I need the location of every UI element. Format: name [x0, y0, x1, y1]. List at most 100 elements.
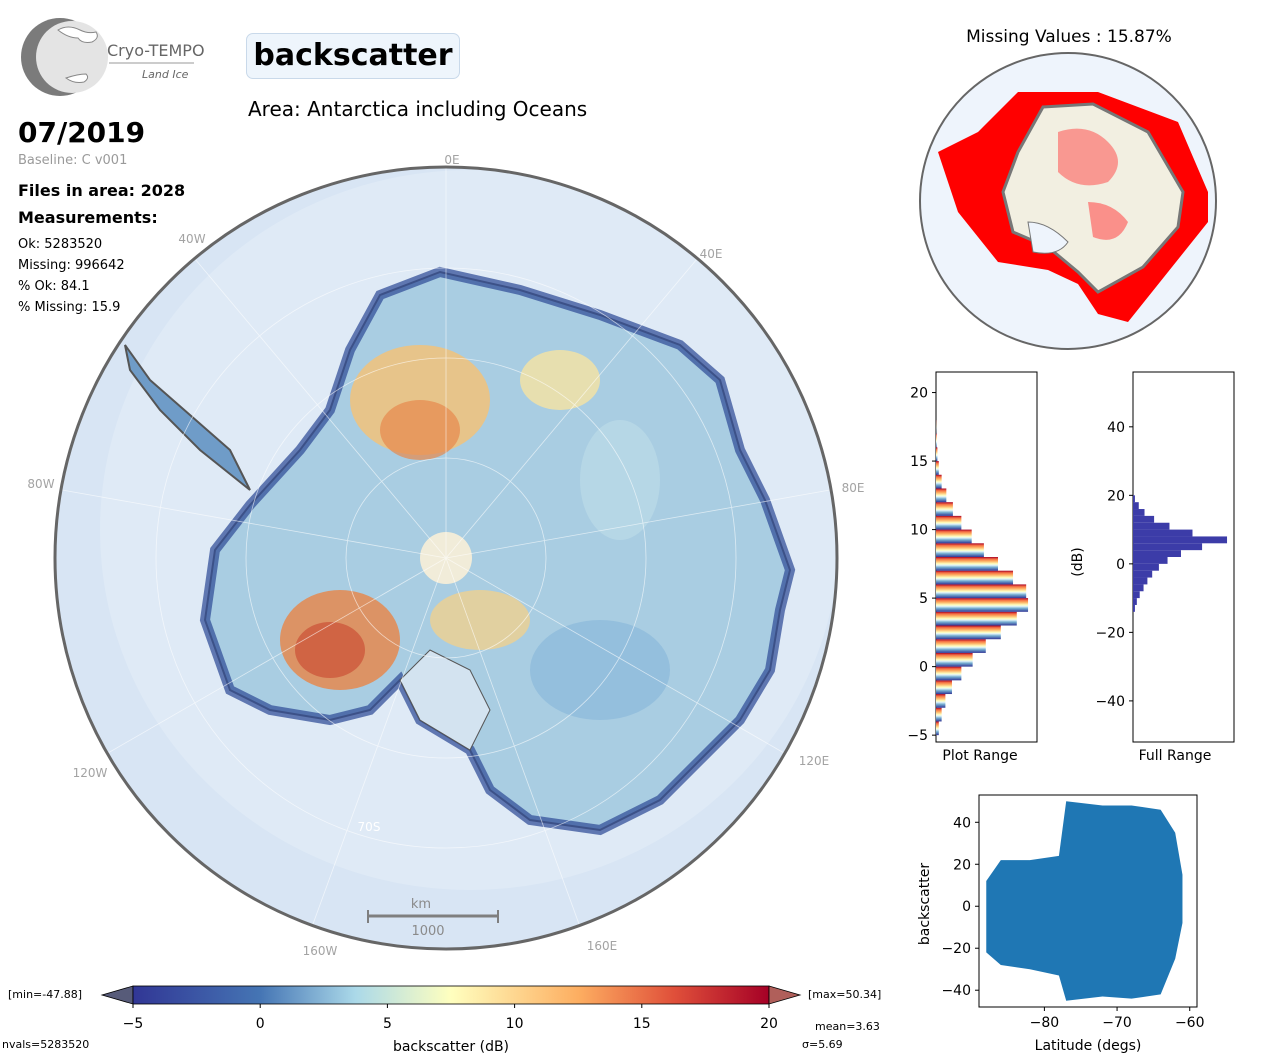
colorbar-label: backscatter (dB) — [393, 1039, 509, 1055]
lon-label-120w: 120W — [73, 766, 108, 780]
colorbar-tick: 0 — [256, 1016, 265, 1032]
hist-full-range-bar — [1133, 515, 1155, 523]
hist-plot-range-bar — [936, 611, 1017, 626]
hist-full-range-bar — [1133, 495, 1135, 503]
scatter-point-cloud — [986, 801, 1183, 1001]
hist-plot-range-bar — [936, 447, 938, 462]
cryo-tempo-logo: Cryo-TEMPO Land Ice — [21, 18, 205, 96]
hist-plot-range-bar — [936, 707, 942, 722]
hist-full-range-ytick: 40 — [1107, 420, 1125, 436]
hist-plot-range-bar — [936, 461, 939, 475]
hist-plot-range-ytick: 15 — [910, 454, 928, 470]
scatter-ytick: −40 — [941, 983, 971, 999]
hist-plot-range-ytick: 20 — [910, 386, 928, 402]
hist-full-range-bar — [1133, 591, 1140, 599]
hist-plot-range-bar — [936, 557, 998, 571]
lon-label-160e: 160E — [587, 939, 618, 953]
hist-plot-range-bar — [936, 584, 1027, 599]
scatter-latitude: −80 −70 −60 −40 −20 0 20 40 backscatter Latitud… — [917, 794, 1205, 1054]
measurements-label: Measurements: — [18, 208, 158, 227]
scale-value: 1000 — [411, 924, 444, 939]
lon-label-160w: 160W — [303, 944, 338, 958]
colorbar-nvals: nvals=5283520 — [2, 1038, 89, 1051]
hist-plot-range-ytick: −5 — [907, 728, 928, 744]
hist-full-range-bar — [1133, 509, 1145, 516]
lon-label-120e: 120E — [799, 754, 830, 768]
stat-pct-missing: % Missing: 15.9 — [18, 300, 121, 315]
hist-plot-range-bar — [936, 694, 946, 708]
lon-label-80e: 80E — [842, 481, 865, 495]
hist-full-range-bar — [1133, 598, 1137, 605]
colorbar-tick: 5 — [383, 1016, 392, 1032]
hist-plot-range-ytick: 0 — [919, 660, 928, 676]
colorbar-tick: 10 — [506, 1016, 524, 1032]
scatter-ytick: 40 — [953, 815, 971, 831]
hist-plot-range-bar — [936, 639, 986, 653]
hist-full-range-bar — [1133, 522, 1170, 530]
missing-values-map — [919, 52, 1217, 350]
hist-plot-range-bar — [936, 721, 939, 736]
hist-plot-range-ytick: 10 — [910, 523, 928, 539]
missing-values-title: Missing Values : 15.87% — [966, 27, 1172, 47]
hist-plot-range-bar — [936, 488, 947, 503]
colorbar-max: [max=50.34] — [808, 988, 881, 1001]
hist-plot-range-bar — [936, 570, 1014, 585]
hist-plot-range-bar — [936, 625, 1001, 640]
hist-plot-range-xlabel: Plot Range — [942, 748, 1017, 764]
files-in-area: Files in area: 2028 — [18, 181, 186, 200]
scatter-xtick: −80 — [1030, 1015, 1060, 1031]
logo-name: Cryo-TEMPO — [107, 41, 205, 60]
scatter-ytick: −20 — [941, 941, 971, 957]
colorbar-tick: 20 — [760, 1016, 778, 1032]
hist-plot-range-bar — [936, 474, 942, 489]
hist-full-range-bar — [1133, 543, 1203, 551]
hist-full-range-bar — [1133, 604, 1135, 612]
hist-plot-range-bar — [936, 666, 962, 681]
scale-unit: km — [411, 897, 431, 912]
hist-plot-range-bar — [936, 529, 972, 544]
hist-full-range-bar — [1133, 502, 1139, 510]
hist-full-range-bar — [1133, 570, 1153, 578]
hist-full-range-xlabel: Full Range — [1139, 748, 1212, 764]
lat-label-70s: 70S — [358, 820, 381, 834]
colorbar-tick: −5 — [123, 1016, 144, 1032]
hist-full-range-ylabel: (dB) — [1070, 547, 1086, 576]
hist-full-range-bar — [1133, 529, 1193, 537]
hist-full-range-bar — [1133, 536, 1228, 544]
hist-plot-range-bar — [936, 502, 953, 516]
scatter-xtick: −60 — [1175, 1015, 1205, 1031]
hist-full-range-bar — [1133, 557, 1168, 564]
colorbar-mean: mean=3.63 — [815, 1020, 880, 1033]
hist-plot-range-bar — [936, 598, 1029, 612]
colorbar-tick: 15 — [633, 1016, 651, 1032]
hist-plot-range-bar — [936, 652, 973, 667]
antarctic-peninsula — [124, 344, 251, 491]
stat-missing: Missing: 996642 — [18, 258, 125, 273]
hist-plot-range-ytick: 5 — [919, 591, 928, 607]
scatter-ytick: 0 — [962, 899, 971, 915]
lon-label-40w: 40W — [178, 232, 205, 246]
date-label: 07/2019 — [18, 116, 146, 149]
colorbar-sigma: σ=5.69 — [802, 1038, 843, 1051]
hist-full-range-bar — [1133, 584, 1144, 592]
hist-plot-range-bar — [936, 515, 962, 530]
map-boundary — [53, 165, 839, 951]
area-title: Area: Antarctica including Oceans — [248, 97, 588, 121]
hist-full-range: −40 −20 0 20 40 (dB) Full Range — [1070, 371, 1235, 764]
variable-title: backscatter — [246, 33, 460, 79]
hist-plot-range: −5 0 5 10 15 20 Plot Range — [907, 371, 1038, 764]
baseline-label: Baseline: C v001 — [18, 153, 128, 168]
lon-label-40e: 40E — [700, 247, 723, 261]
hist-full-range-bar — [1133, 563, 1159, 571]
scatter-ytick: 20 — [953, 857, 971, 873]
hist-full-range-ytick: −20 — [1095, 625, 1125, 641]
colorbar: −5 0 5 10 15 20 [min=-47.88] [max=50.34] back… — [2, 985, 881, 1055]
hist-full-range-bar — [1133, 550, 1181, 557]
colorbar-min: [min=-47.88] — [8, 988, 82, 1001]
stat-ok: Ok: 5283520 — [18, 237, 103, 252]
stat-pct-ok: % Ok: 84.1 — [18, 279, 90, 294]
hist-plot-range-bar — [936, 433, 937, 448]
hist-full-range-ytick: 0 — [1116, 557, 1125, 573]
scatter-ylabel: backscatter — [917, 863, 933, 945]
scatter-xlabel: Latitude (degs) — [1035, 1038, 1142, 1054]
